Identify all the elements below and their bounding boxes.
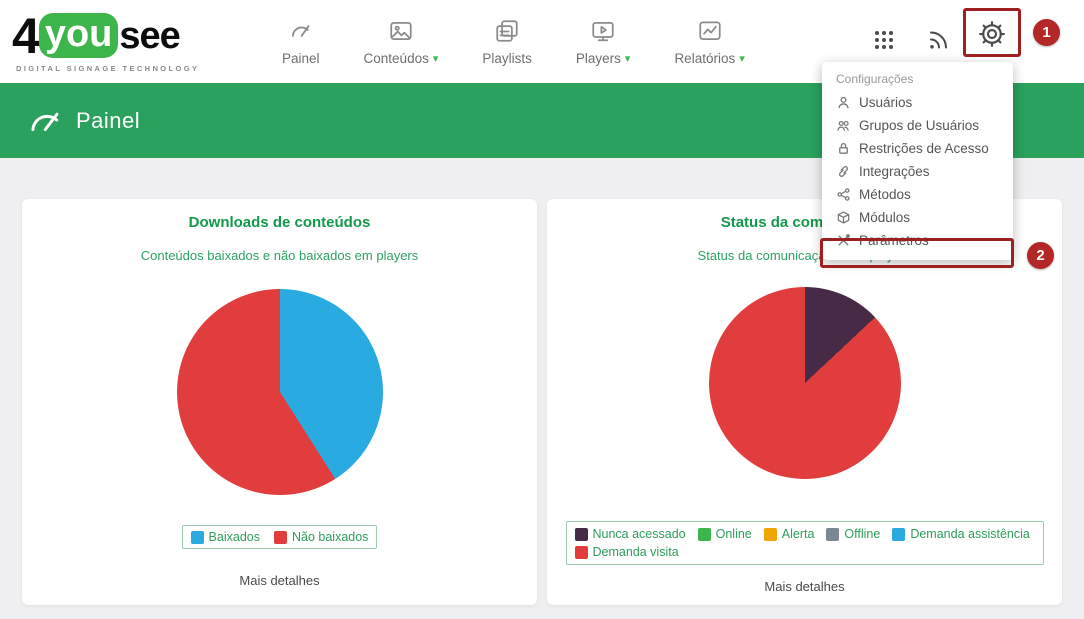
nav-players[interactable]: Players ▾ <box>575 18 631 66</box>
main-nav: Painel Conteúdos ▾ Playlists Players ▾ <box>282 18 745 66</box>
nav-label: Painel <box>282 50 320 66</box>
logo-wordmark: 4 you see <box>12 11 222 61</box>
logo-see: see <box>119 14 180 57</box>
legend-item[interactable]: Online <box>697 527 752 541</box>
legend-item[interactable]: Nunca acessado <box>574 527 686 541</box>
menu-item-integracoes[interactable]: Integrações <box>822 160 1013 183</box>
users-group-icon <box>836 118 851 133</box>
menu-item-modulos[interactable]: Módulos <box>822 206 1013 229</box>
legend-item[interactable]: Demanda assistência <box>892 527 1030 541</box>
status-pie-chart[interactable] <box>708 287 901 479</box>
nav-conteudos[interactable]: Conteúdos ▾ <box>363 18 439 66</box>
card-subtitle: Conteúdos baixados e não baixados em pla… <box>140 248 419 263</box>
legend-item[interactable]: Alerta <box>763 527 814 541</box>
nav-label: Players ▾ <box>575 50 631 66</box>
legend-item[interactable]: Não baixados <box>273 530 368 544</box>
menu-item-grupos-de-usuarios[interactable]: Grupos de Usuários <box>822 114 1013 137</box>
methods-icon <box>836 187 851 202</box>
dashboard-gauge-icon <box>288 18 314 44</box>
nav-relatorios[interactable]: Relatórios ▾ <box>674 18 745 66</box>
card-title: Downloads de conteúdos <box>188 214 371 231</box>
parameters-tools-icon <box>836 233 851 248</box>
legend-swatch <box>697 527 711 541</box>
more-details-link[interactable]: Mais detalhes <box>764 579 845 594</box>
legend-swatch <box>763 527 777 541</box>
nav-label: Conteúdos ▾ <box>363 50 439 66</box>
page-title: Painel <box>76 107 141 133</box>
menu-item-parametros[interactable]: Parâmetros <box>822 229 1013 252</box>
menu-item-restricoes-de-acesso[interactable]: Restrições de Acesso <box>822 137 1013 160</box>
chevron-down-icon: ▾ <box>432 52 439 65</box>
downloads-legend: Baixados Não baixados <box>181 525 378 549</box>
reports-chart-icon <box>697 18 723 44</box>
downloads-card: Downloads de conteúdos Conteúdos baixado… <box>22 199 537 605</box>
settings-gear-icon[interactable] <box>977 19 1007 49</box>
apps-grid-icon[interactable] <box>872 28 896 52</box>
legend-swatch <box>574 527 588 541</box>
nav-label: Relatórios ▾ <box>674 50 745 66</box>
chevron-down-icon: ▾ <box>624 52 631 65</box>
legend-swatch <box>574 545 588 559</box>
nav-playlists[interactable]: Playlists <box>482 18 532 66</box>
more-details-link[interactable]: Mais detalhes <box>239 573 320 588</box>
legend-item[interactable]: Baixados <box>190 530 260 544</box>
legend-swatch <box>826 527 840 541</box>
legend-item[interactable]: Demanda visita <box>574 545 679 559</box>
modules-cube-icon <box>836 210 851 225</box>
contents-icon <box>388 18 414 44</box>
annotation-step-1-badge: 1 <box>1033 19 1060 46</box>
players-monitor-icon <box>590 18 616 44</box>
annotation-step-2-badge: 2 <box>1027 242 1054 269</box>
settings-menu-header: Configurações <box>836 72 914 86</box>
brand-mark-icon <box>28 105 60 137</box>
menu-item-usuarios[interactable]: Usuários <box>822 91 1013 114</box>
feed-rss-icon[interactable] <box>926 28 950 52</box>
integrations-icon <box>836 164 851 179</box>
logo-you: you <box>38 13 119 58</box>
menu-item-metodos[interactable]: Métodos <box>822 183 1013 206</box>
legend-swatch <box>273 530 287 544</box>
downloads-pie-chart[interactable] <box>176 289 383 495</box>
topbar-actions <box>0 0 1084 83</box>
status-legend: Nunca acessado Online Alerta Offline Dem… <box>565 521 1044 565</box>
user-icon <box>836 95 851 110</box>
logo-4: 4 <box>12 7 40 64</box>
logo: 4 you see DIGITAL SIGNAGE TECHNOLOGY <box>12 11 222 73</box>
legend-swatch <box>892 527 906 541</box>
chevron-down-icon: ▾ <box>739 52 745 65</box>
nav-painel[interactable]: Painel <box>282 18 320 66</box>
topbar: 4 you see DIGITAL SIGNAGE TECHNOLOGY Pai… <box>0 0 1084 83</box>
logo-tagline: DIGITAL SIGNAGE TECHNOLOGY <box>16 63 200 73</box>
settings-menu: Configurações Usuários Grupos de Usuário… <box>822 62 1013 260</box>
playlists-icon <box>494 18 520 44</box>
legend-item[interactable]: Offline <box>826 527 880 541</box>
lock-icon <box>836 141 851 156</box>
legend-swatch <box>190 530 204 544</box>
nav-label: Playlists <box>482 50 532 66</box>
